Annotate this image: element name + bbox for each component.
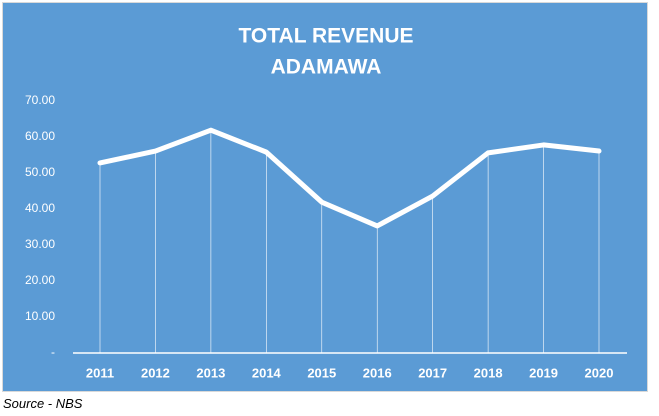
chart-subtitle: ADAMAWA (271, 56, 382, 79)
chart: TOTAL REVENUE ADAMAWA - 10.00 20.00 30.00 40… (2, 2, 648, 392)
x-tick-label: 2015 (307, 365, 336, 380)
chart-background (2, 2, 648, 392)
x-tick-label: 2019 (529, 365, 558, 380)
y-tick-label: 40.00 (25, 201, 55, 215)
y-tick-label: 70.00 (25, 93, 55, 107)
y-tick-label: 20.00 (25, 273, 55, 287)
x-tick-label: 2012 (141, 365, 170, 380)
x-tick-label: 2018 (474, 365, 503, 380)
y-tick-label: 10.00 (25, 309, 55, 323)
x-tick-label: 2013 (196, 365, 225, 380)
y-tick-label: 50.00 (25, 165, 55, 179)
x-tick-label: 2020 (585, 365, 614, 380)
y-tick-label: 60.00 (25, 129, 55, 143)
source-note: Source - NBS (3, 396, 83, 411)
x-tick-label: 2014 (252, 365, 282, 380)
x-tick-label: 2016 (363, 365, 392, 380)
x-tick-label: 2011 (86, 365, 114, 380)
chart-title: TOTAL REVENUE (238, 25, 413, 48)
x-tick-label: 2017 (418, 365, 447, 380)
line-series (97, 127, 602, 229)
y-tick-label: 30.00 (25, 237, 55, 251)
y-tick-label: - (51, 345, 55, 359)
